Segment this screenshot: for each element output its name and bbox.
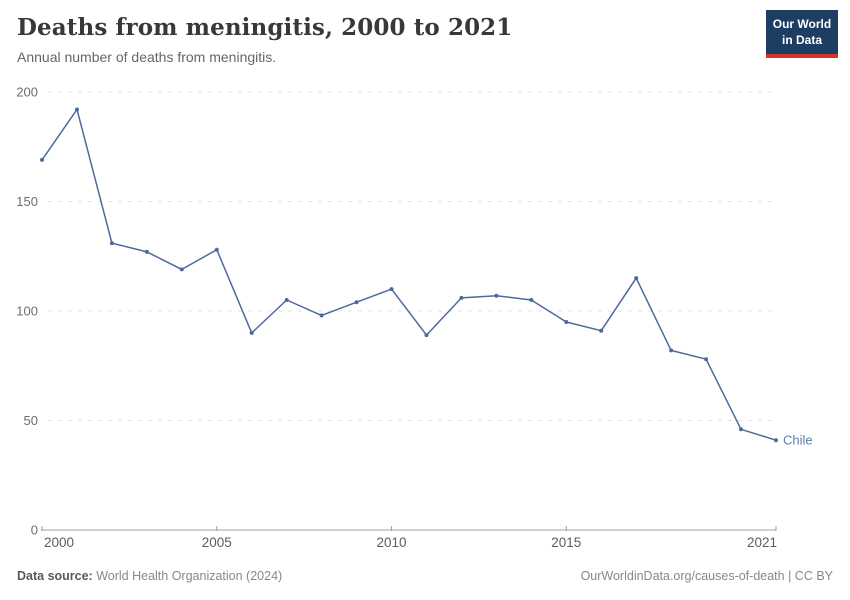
data-point-2003	[144, 249, 149, 254]
chart-title: Deaths from meningitis, 2000 to 2021	[17, 14, 513, 41]
chart-subtitle: Annual number of deaths from meningitis.	[17, 49, 277, 65]
data-point-2004	[179, 267, 184, 272]
y-tick-label-0: 0	[31, 523, 38, 538]
data-point-2020	[739, 427, 743, 432]
data-point-2010	[389, 287, 394, 292]
data-point-2005	[214, 247, 219, 252]
data-point-2006	[249, 330, 254, 335]
data-point-2013	[494, 293, 499, 298]
data-point-2016	[599, 328, 604, 333]
owid-logo[interactable]: Our World in Data	[766, 10, 838, 59]
x-tick-label-2010: 2010	[377, 535, 407, 550]
entity-label-chile[interactable]: Chile	[783, 433, 813, 448]
owid-logo-line2: in Data	[781, 32, 822, 47]
data-point-2014	[529, 298, 534, 302]
data-point-2017	[634, 276, 639, 281]
data-point-2007	[284, 298, 289, 302]
data-point-2021	[774, 438, 778, 443]
attribution-link[interactable]: OurWorldinData.org/causes-of-death | CC …	[580, 569, 833, 583]
x-tick-label-2005: 2005	[202, 535, 232, 550]
data-source-value: World Health Organization (2024)	[92, 569, 283, 583]
x-tick-label-2015: 2015	[551, 535, 581, 550]
x-tick-label-2000: 2000	[44, 535, 74, 550]
data-point-2000	[40, 157, 44, 162]
data-source-note: Data source: World Health Organization (…	[17, 569, 282, 583]
data-point-2002	[109, 241, 114, 246]
y-tick-label-100: 100	[16, 304, 38, 319]
data-point-2008	[319, 313, 324, 318]
data-point-2012	[459, 295, 464, 300]
data-point-2015	[564, 320, 569, 324]
owid-logo-accent-bar	[766, 54, 838, 59]
data-point-2009	[354, 300, 359, 305]
x-tick-label-2021: 2021	[747, 535, 777, 550]
y-tick-label-200: 200	[16, 85, 38, 100]
y-tick-label-150: 150	[16, 194, 38, 209]
owid-logo-line1: Our World	[772, 17, 832, 31]
data-point-2011	[424, 333, 429, 338]
data-point-2019	[704, 357, 709, 362]
data-point-2001	[75, 107, 79, 112]
data-point-2018	[669, 348, 674, 353]
data-line-chile	[41, 108, 777, 441]
chart-header: Deaths from meningitis, 2000 to 2021 Ann…	[17, 14, 750, 65]
data-source-label: Data source:	[17, 569, 93, 583]
owid-logo-box: Our World in Data	[766, 10, 838, 55]
y-tick-label-50: 50	[24, 413, 38, 428]
chart-footer: Data source: World Health Organization (…	[17, 569, 833, 583]
